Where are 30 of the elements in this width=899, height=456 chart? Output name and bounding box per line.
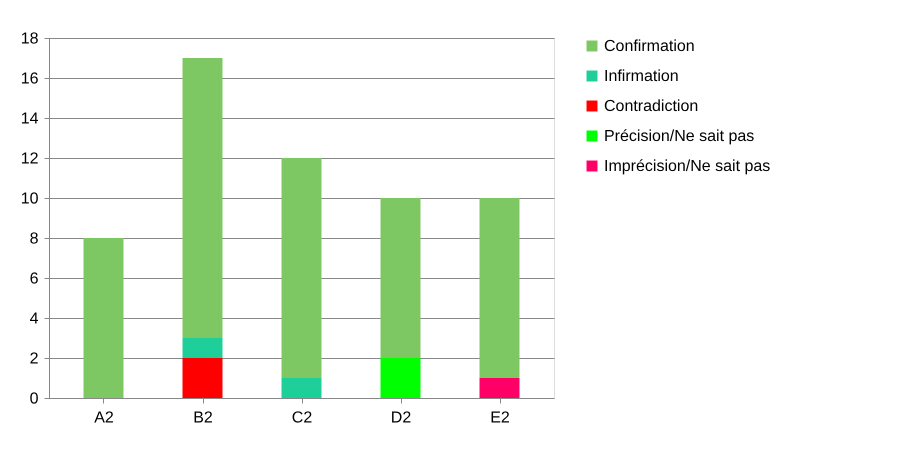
bar xyxy=(480,378,520,398)
y-tick-label: 2 xyxy=(30,350,39,368)
x-tick-label: A2 xyxy=(94,410,114,426)
bar xyxy=(182,58,222,338)
x-tick-label: B2 xyxy=(193,410,213,426)
y-tick-label: 4 xyxy=(30,310,39,328)
bar xyxy=(182,338,222,358)
legend-label: Infirmation xyxy=(604,68,679,85)
y-tick-label: 16 xyxy=(20,70,39,88)
bar xyxy=(282,158,322,378)
legend-label: Confirmation xyxy=(604,38,695,55)
legend-label: Précision/Ne sait pas xyxy=(604,128,754,145)
bar xyxy=(480,198,520,378)
x-tick-label: E2 xyxy=(490,410,510,426)
bar xyxy=(282,378,322,398)
y-tick-label: 0 xyxy=(30,390,39,408)
legend-label: Imprécision/Ne sait pas xyxy=(604,158,770,175)
bar xyxy=(380,198,420,358)
y-tick-label: 18 xyxy=(20,30,39,48)
y-tick-label: 14 xyxy=(20,110,39,128)
x-tick-label: C2 xyxy=(292,410,312,426)
y-tick-label: 8 xyxy=(30,230,39,248)
y-tick-label: 6 xyxy=(30,270,39,288)
bar xyxy=(380,358,420,398)
legend-label: Contradiction xyxy=(604,98,698,115)
bar xyxy=(182,358,222,398)
y-tick-label: 12 xyxy=(20,150,39,168)
bar xyxy=(84,238,124,398)
y-tick-label: 10 xyxy=(20,190,39,208)
x-tick-label: D2 xyxy=(390,410,412,426)
